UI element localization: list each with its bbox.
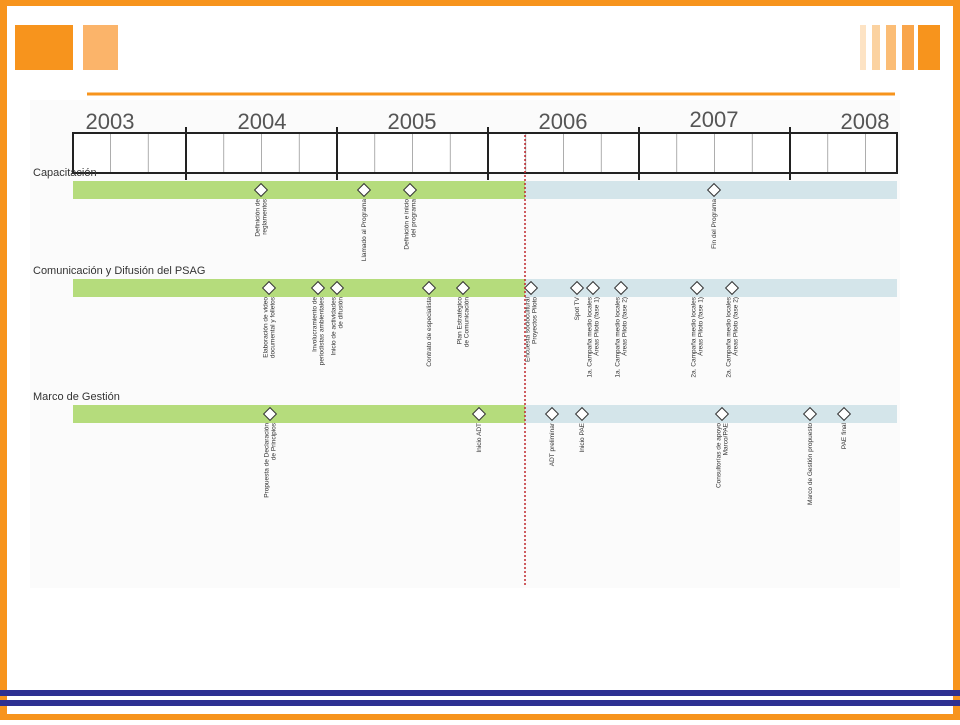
milestone	[585, 280, 601, 296]
milestone-label: Áreas Piloto (fase 2)	[731, 297, 740, 356]
milestone	[455, 280, 471, 296]
milestone-label: Marco de Gestión propuesto	[807, 423, 814, 505]
milestone-label: Áreas Piloto (fase 1)	[696, 297, 705, 356]
milestone	[261, 280, 277, 296]
milestone	[569, 280, 585, 296]
milestone	[613, 280, 629, 296]
milestone	[402, 182, 418, 198]
milestone-label: Fin del Programa	[711, 199, 718, 249]
milestone-label: Propuesta de Declaración	[264, 423, 271, 498]
milestone	[836, 406, 852, 422]
milestone-label: 2a. Campaña medio locales	[691, 296, 698, 377]
milestone	[724, 280, 740, 296]
milestone-label: periodistas ambientales	[319, 296, 326, 365]
milestone-label: Inicio PAE	[579, 422, 586, 452]
milestone-label: Proyectos Piloto	[532, 297, 539, 344]
milestone	[689, 280, 705, 296]
milestone	[262, 406, 278, 422]
milestone-label: PAE final	[841, 422, 848, 449]
milestone	[802, 406, 818, 422]
milestone-label: de difusión	[338, 297, 345, 329]
progress-bar	[73, 279, 525, 297]
row-title: Comunicación y Difusión del PSAG	[33, 265, 205, 277]
milestone-label: Llamado al Programa	[361, 199, 368, 262]
milestone-label: 1a. Campaña medio locales	[587, 296, 594, 377]
year-label: 2006	[539, 109, 588, 134]
milestone	[421, 280, 437, 296]
milestone-label: de Comunicación	[464, 297, 471, 348]
milestone	[706, 182, 722, 198]
milestone	[523, 280, 539, 296]
deco-square	[15, 25, 73, 70]
milestone-label: Marco/PAE	[723, 422, 730, 455]
row-title: Capacitación	[33, 167, 97, 179]
milestone-label: Contrato de especialista	[426, 297, 433, 367]
milestone-label: del programa	[411, 199, 418, 238]
milestone-label: Elaboración de video	[263, 297, 270, 358]
milestone	[544, 406, 560, 422]
milestone-label: Áreas Piloto (fase 1)	[592, 297, 601, 356]
milestone-label: Áreas Piloto (fase 2)	[620, 297, 629, 356]
milestone-label: documental y folletos	[270, 296, 277, 358]
progress-bar	[73, 181, 525, 199]
milestone-label: Plan Estratégico	[457, 297, 464, 345]
milestone	[714, 406, 730, 422]
year-label: 2007	[690, 107, 739, 132]
progress-bar	[73, 405, 525, 423]
year-label: 2008	[841, 109, 890, 134]
milestone	[356, 182, 372, 198]
milestone	[574, 406, 590, 422]
milestone-label: Definición de	[255, 199, 262, 237]
milestone-label: Involucramiento de	[312, 297, 319, 352]
year-label: 2004	[238, 109, 287, 134]
milestone	[310, 280, 326, 296]
milestone-label: Consultorías de apoyo	[716, 423, 723, 488]
year-label: 2003	[86, 109, 135, 134]
deco-square	[83, 25, 118, 70]
milestone	[471, 406, 487, 422]
year-band	[72, 132, 898, 174]
milestone-label: Inicio de actividades	[331, 296, 338, 355]
milestone	[329, 280, 345, 296]
row-title: Marco de Gestión	[33, 391, 120, 403]
pending-bar	[525, 279, 897, 297]
milestone-label: Spot TV	[574, 296, 581, 320]
year-label: 2005	[388, 109, 437, 134]
milestone-label: 2a. Campaña medio locales	[726, 296, 733, 377]
milestone-label: 1a. Campaña medio locales	[615, 296, 622, 377]
milestone-label: Definición e inicio	[404, 199, 411, 250]
milestone	[253, 182, 269, 198]
pending-bar	[525, 405, 897, 423]
milestone-label: de Principios	[271, 422, 278, 460]
deco-stripes	[860, 25, 940, 70]
milestone-label: Encuesta sociocultural	[525, 296, 532, 362]
footer-bar	[0, 700, 960, 706]
milestone-label: reglamentos	[262, 198, 269, 235]
milestone-label: ADT preliminar	[549, 422, 556, 466]
milestone-label: Inicio ADT	[476, 423, 483, 453]
footer-bar	[0, 690, 960, 696]
